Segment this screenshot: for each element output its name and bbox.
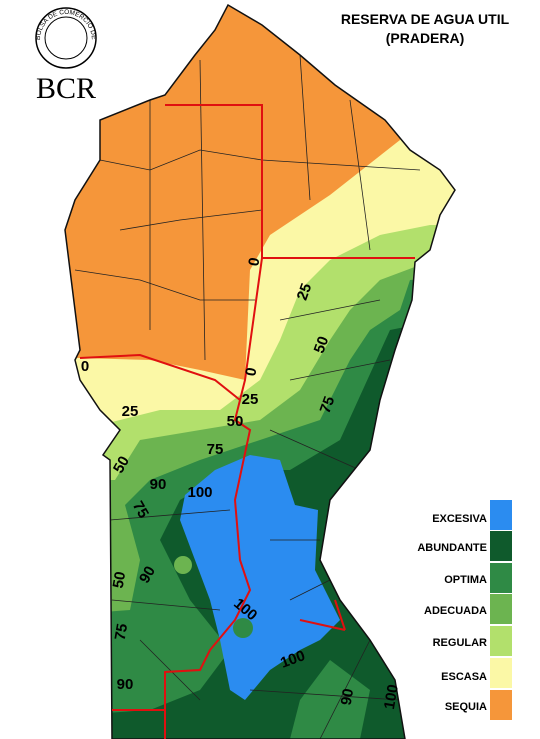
contour-label: 50 xyxy=(110,453,133,476)
legend-swatch xyxy=(490,658,512,688)
contour-label: 90 xyxy=(338,687,358,706)
legend: EXCESIVA ABUNDANTE OPTIMA ADECUADA REGULAR ES… xyxy=(417,500,512,720)
seal-text: BOLSA DE COMERCIO DE ROSARIO xyxy=(0,0,97,40)
zone-optima xyxy=(233,618,253,638)
contour-label: 75 xyxy=(317,394,339,415)
contour-label: 90 xyxy=(150,476,167,493)
contour-label: 100 xyxy=(187,484,212,501)
logo: BOLSA DE COMERCIO DE ROSARIO BCR xyxy=(0,0,97,105)
legend-swatch xyxy=(490,594,512,624)
contour-label: 90 xyxy=(136,563,159,586)
legend-swatch xyxy=(490,531,512,561)
contour-label: 0 xyxy=(242,366,260,377)
contour-label: 50 xyxy=(110,570,130,589)
logo-text: BCR xyxy=(36,72,96,105)
title-line: RESERVA DE AGUA UTIL xyxy=(341,11,510,27)
zone-adecuada xyxy=(174,556,192,574)
contour-labels: 00 02525255050505075757575909090901001001… xyxy=(81,256,402,710)
legend-label: ADECUADA xyxy=(424,605,487,617)
seal-inner xyxy=(44,16,88,60)
contour-label: 50 xyxy=(227,413,244,430)
contour-label: 90 xyxy=(117,676,134,693)
legend-swatch xyxy=(490,626,512,656)
contour-label: 25 xyxy=(122,403,139,420)
legend-label: ABUNDANTE xyxy=(417,542,487,554)
seal-outer xyxy=(35,7,97,69)
legend-label: SEQUIA xyxy=(445,701,487,713)
contour-label: 25 xyxy=(294,281,316,302)
legend-swatch xyxy=(490,563,512,593)
contour-label: 75 xyxy=(112,622,132,641)
legend-swatch xyxy=(490,690,512,720)
legend-label: EXCESIVA xyxy=(432,513,487,525)
contour-label: 0 xyxy=(245,256,263,267)
contour-label: 0 xyxy=(81,358,89,375)
contour-label: 50 xyxy=(311,334,333,355)
legend-label: REGULAR xyxy=(433,637,487,649)
contour-label: 100 xyxy=(381,683,402,711)
contour-label: 75 xyxy=(129,498,152,521)
legend-label: OPTIMA xyxy=(444,574,487,586)
legend-label: ESCASA xyxy=(441,671,487,683)
department-boundaries xyxy=(79,104,415,739)
legend-swatch xyxy=(490,500,512,530)
seal-text-path: BOLSA DE COMERCIO DE ROSARIO xyxy=(0,0,97,40)
contour-label: 25 xyxy=(242,391,259,408)
title-line: (PRADERA) xyxy=(386,30,465,46)
contour-label: 75 xyxy=(207,441,224,458)
district-boundaries xyxy=(74,54,421,739)
